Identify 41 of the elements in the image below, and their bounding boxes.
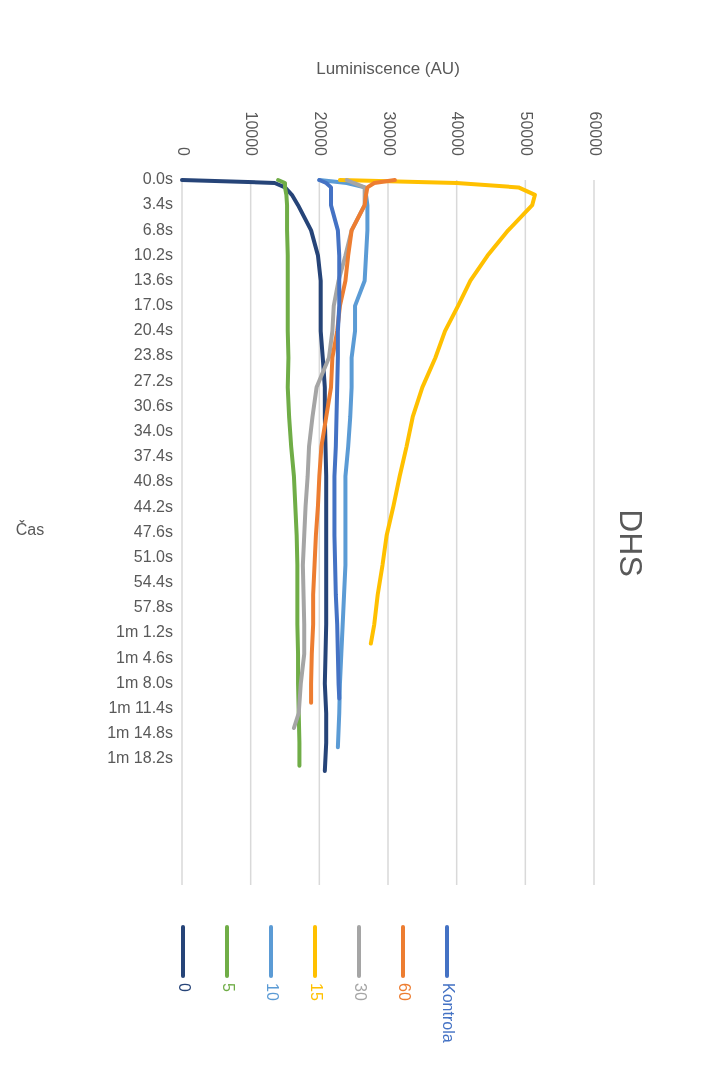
y-tick-label: 34.0s	[133, 422, 173, 440]
y-tick-label: 13.6s	[133, 270, 173, 288]
text: Kontrola	[439, 983, 457, 1043]
y-tick-label: 30.6s	[133, 396, 173, 414]
x-tick-label: 40000	[449, 111, 467, 157]
text: 5	[219, 983, 237, 992]
x-tick-label: 30000	[380, 111, 398, 157]
y-tick-label: 1m 14.8s	[107, 724, 173, 742]
y-tick-label: 6.8s	[142, 220, 173, 238]
y-tick-label: 27.2s	[133, 371, 173, 389]
y-tick-label: 0.0s	[142, 170, 173, 188]
y-tick-label: 10.2s	[133, 245, 173, 263]
x-tick-label: 0	[174, 147, 192, 157]
text: DHS	[612, 509, 649, 577]
text: 10	[263, 983, 281, 1001]
y-tick-label: 17.0s	[133, 296, 173, 314]
y-tick-label: 40.8s	[133, 472, 173, 490]
text: 60	[395, 983, 413, 1001]
text: 0	[175, 983, 193, 992]
y-tick-label: 3.4s	[142, 195, 173, 213]
y-axis-title: Čas	[15, 520, 45, 539]
y-tick-label: 1m 11.4s	[108, 698, 173, 716]
x-axis-title: Luminiscence (AU)	[316, 59, 460, 79]
y-tick-label: 57.8s	[133, 598, 173, 616]
x-tick-label: 50000	[518, 111, 536, 157]
x-tick-label: 10000	[243, 111, 261, 157]
y-tick-label: 54.4s	[133, 573, 173, 591]
y-tick-label: 37.4s	[133, 447, 173, 465]
y-tick-label: 23.8s	[133, 346, 173, 364]
y-tick-label: 1m 1.2s	[116, 623, 173, 641]
y-tick-label: 1m 4.6s	[116, 648, 173, 666]
x-tick-label: 20000	[312, 111, 330, 157]
y-tick-label: 20.4s	[133, 321, 173, 339]
text: 15	[307, 983, 325, 1001]
text: 30	[351, 983, 369, 1001]
y-tick-label: 51.0s	[133, 547, 173, 565]
y-tick-label: 1m 18.2s	[107, 749, 173, 767]
x-tick-label: 60000	[586, 111, 604, 157]
y-tick-label: 47.6s	[133, 522, 173, 540]
y-tick-label: 1m 8.0s	[116, 673, 173, 691]
y-tick-label: 44.2s	[133, 497, 173, 515]
